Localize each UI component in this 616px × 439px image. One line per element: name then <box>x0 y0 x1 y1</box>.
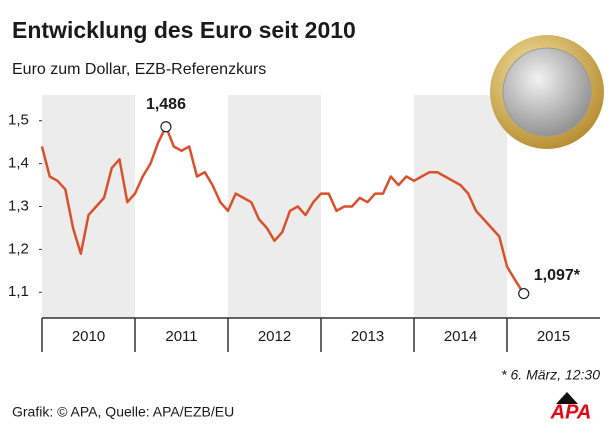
x-tick-label: 2014 <box>444 328 477 345</box>
annotation-point <box>160 121 172 133</box>
year-band <box>228 95 321 318</box>
y-tick-label: 1,1 <box>8 283 29 300</box>
x-tick-label: 2012 <box>258 328 291 345</box>
coin <box>490 35 604 149</box>
logo: APA <box>550 392 592 423</box>
year-band <box>414 95 507 318</box>
chart-title: Entwicklung des Euro seit 2010 <box>12 17 356 43</box>
y-tick-label: 1,4 <box>8 155 29 172</box>
logo-text: APA <box>550 401 592 423</box>
x-tick-label: 2010 <box>72 328 105 345</box>
year-band <box>42 95 135 318</box>
y-tick-label: 1,2 <box>8 240 29 257</box>
footnote: * 6. März, 12:30 <box>501 367 600 383</box>
annotation-label: 1,097* <box>534 267 581 284</box>
background <box>42 95 507 318</box>
annotation-point <box>518 287 530 300</box>
y-tick-label: 1,5 <box>8 112 29 129</box>
annotation-label: 1,486 <box>146 96 186 113</box>
x-tick-label: 2011 <box>165 328 197 345</box>
y-tick-label: 1,3 <box>8 197 29 214</box>
chart-subtitle: Euro zum Dollar, EZB-Referenzkurs <box>12 61 266 78</box>
x-tick-label: 2015 <box>537 328 570 345</box>
source: Grafik: © APA, Quelle: APA/EZB/EU <box>12 404 234 420</box>
line <box>40 125 525 295</box>
x-tick-label: 2013 <box>351 328 384 345</box>
